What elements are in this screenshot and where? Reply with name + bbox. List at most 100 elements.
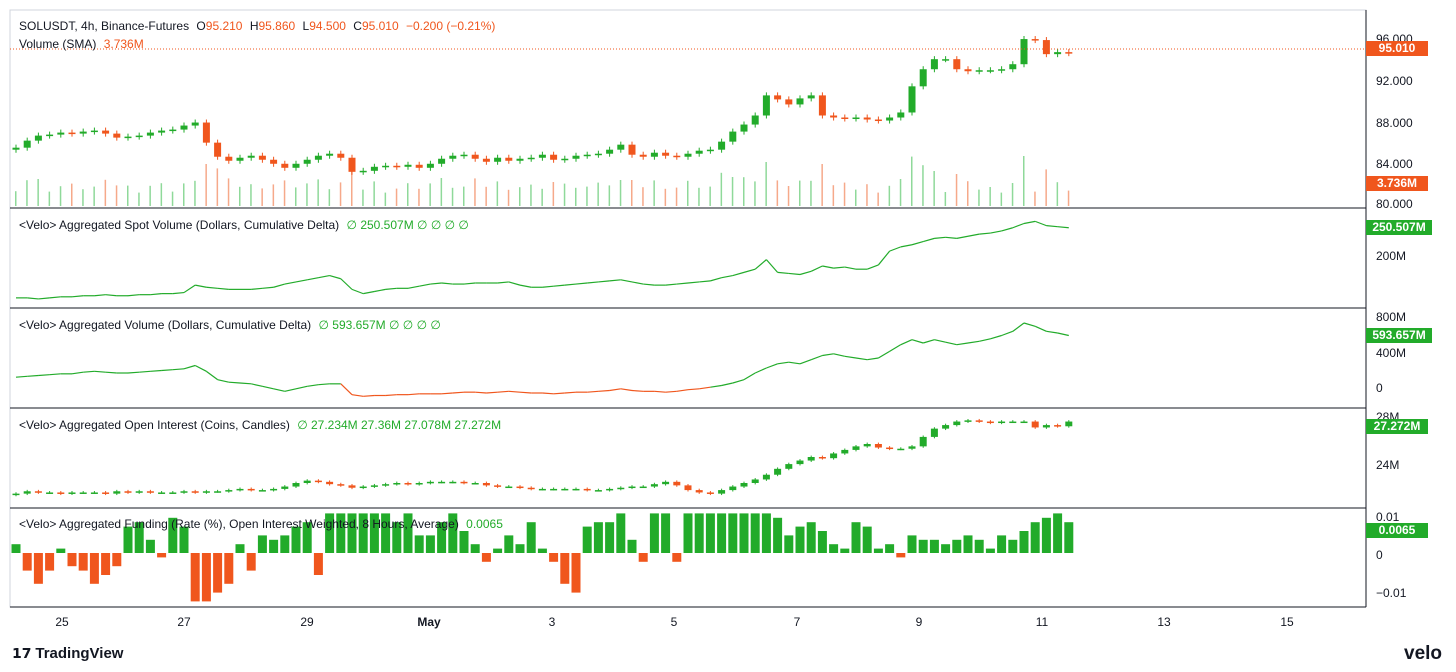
oi-candle [628, 486, 636, 489]
oi-candle [359, 486, 367, 489]
spot-cvd-line [844, 266, 857, 270]
funding-bar [157, 553, 167, 558]
volume-bar [328, 189, 331, 206]
volume-bar [429, 183, 431, 206]
funding-bar [717, 513, 727, 553]
oi-candle [919, 436, 927, 447]
volume-bar [1034, 191, 1036, 206]
price-candle [393, 165, 401, 168]
funding-bar [739, 513, 749, 553]
agg-cvd-line [654, 390, 666, 393]
agg-cvd-line [94, 370, 106, 373]
oi-candle [1009, 421, 1017, 424]
oi-candle [617, 487, 625, 490]
price-candle [214, 142, 222, 157]
agg-cvd-line [475, 391, 487, 394]
agg-cvd-line [1057, 332, 1069, 337]
price-candle [326, 153, 334, 156]
spot-cvd-line [620, 279, 633, 283]
funding-bar [235, 544, 245, 553]
volume-bar [720, 172, 723, 206]
oi-candle [718, 490, 726, 494]
volume-bar [1023, 156, 1025, 206]
oi-candle [572, 488, 580, 491]
oi-candle [650, 484, 658, 487]
symbol-label: SOLUSDT, 4h, Binance-Futures [19, 19, 190, 33]
funding-bar [549, 553, 559, 562]
price-candle [897, 112, 905, 118]
volume-bar [1000, 192, 1003, 206]
agg-cvd-line [967, 340, 980, 344]
oi-candle [471, 483, 479, 485]
funding-bar [851, 522, 861, 553]
spot-cvd-line [1001, 227, 1013, 232]
funding-bar [504, 535, 514, 553]
price-candle [202, 122, 210, 143]
spot-cvd-line [743, 268, 756, 273]
agg-cvd-line [855, 357, 868, 361]
price-candle [841, 117, 849, 120]
spot-cvd-line [105, 294, 117, 297]
funding-bar [336, 513, 346, 553]
spot-cvd-line [329, 274, 341, 280]
agg-cvd-line [979, 338, 991, 342]
spot-cvd-line [990, 230, 1002, 234]
oi-candle [314, 480, 322, 483]
spot-cvd-line [407, 285, 420, 289]
volume-bar [597, 182, 599, 206]
agg-cvd-line [598, 389, 610, 392]
oi-candle [953, 421, 961, 426]
price-candle [505, 157, 513, 161]
agg-cvd-line [1034, 325, 1047, 332]
volume-bar [407, 183, 409, 206]
x-tick-label: May [417, 615, 441, 629]
volume-bar [440, 178, 443, 206]
price-candle [1031, 39, 1039, 41]
agg-cvd-line [139, 370, 151, 373]
volume-bar [731, 177, 734, 206]
spot-cvd-line [27, 297, 39, 300]
spot-cvd-line [463, 282, 476, 285]
volume-bar [1067, 190, 1070, 206]
spot-cvd-line [923, 237, 935, 243]
spot-cvd-line [631, 281, 644, 285]
low-value: 94.500 [309, 19, 346, 33]
agg-cvd-line [127, 371, 140, 374]
agg-cvd-line [721, 382, 733, 387]
agg-cvd-line [911, 339, 924, 344]
oi-candle [550, 488, 558, 491]
oi-candle [303, 480, 311, 483]
price-candle [740, 124, 748, 132]
funding-bar [896, 553, 906, 558]
oi-candle [348, 485, 356, 488]
x-tick-label: 25 [55, 615, 69, 629]
spot-cvd-line [1034, 220, 1047, 227]
oi-candle [830, 453, 838, 459]
agg-cvd-line [743, 372, 756, 381]
funding-bar [11, 544, 21, 553]
funding-bar [224, 553, 234, 584]
spot-cvd-line [497, 281, 509, 284]
close-value: 95.010 [361, 19, 399, 33]
volume-bar [205, 164, 207, 206]
oi-candle [975, 420, 983, 422]
volume-bar [787, 186, 790, 206]
spot-cvd-line [833, 266, 845, 269]
price-candle [830, 115, 838, 118]
volume-bar [418, 188, 420, 206]
volume-bar [149, 185, 151, 206]
funding-bar [515, 544, 525, 553]
volume-bar [485, 186, 487, 206]
volume-bar [48, 191, 51, 206]
volume-bar [989, 187, 991, 206]
spot-cvd-line [687, 281, 700, 284]
funding-legend: <Velo> Aggregated Funding (Rate (%), Ope… [19, 517, 507, 531]
oi-candle [751, 479, 759, 483]
oi-candle [930, 428, 938, 437]
price-candle [113, 133, 121, 138]
spot-cvd-line [979, 232, 991, 235]
price-candle [225, 156, 233, 161]
volume-bar [115, 185, 118, 206]
funding-bar [280, 535, 290, 553]
funding-bar [470, 544, 480, 553]
